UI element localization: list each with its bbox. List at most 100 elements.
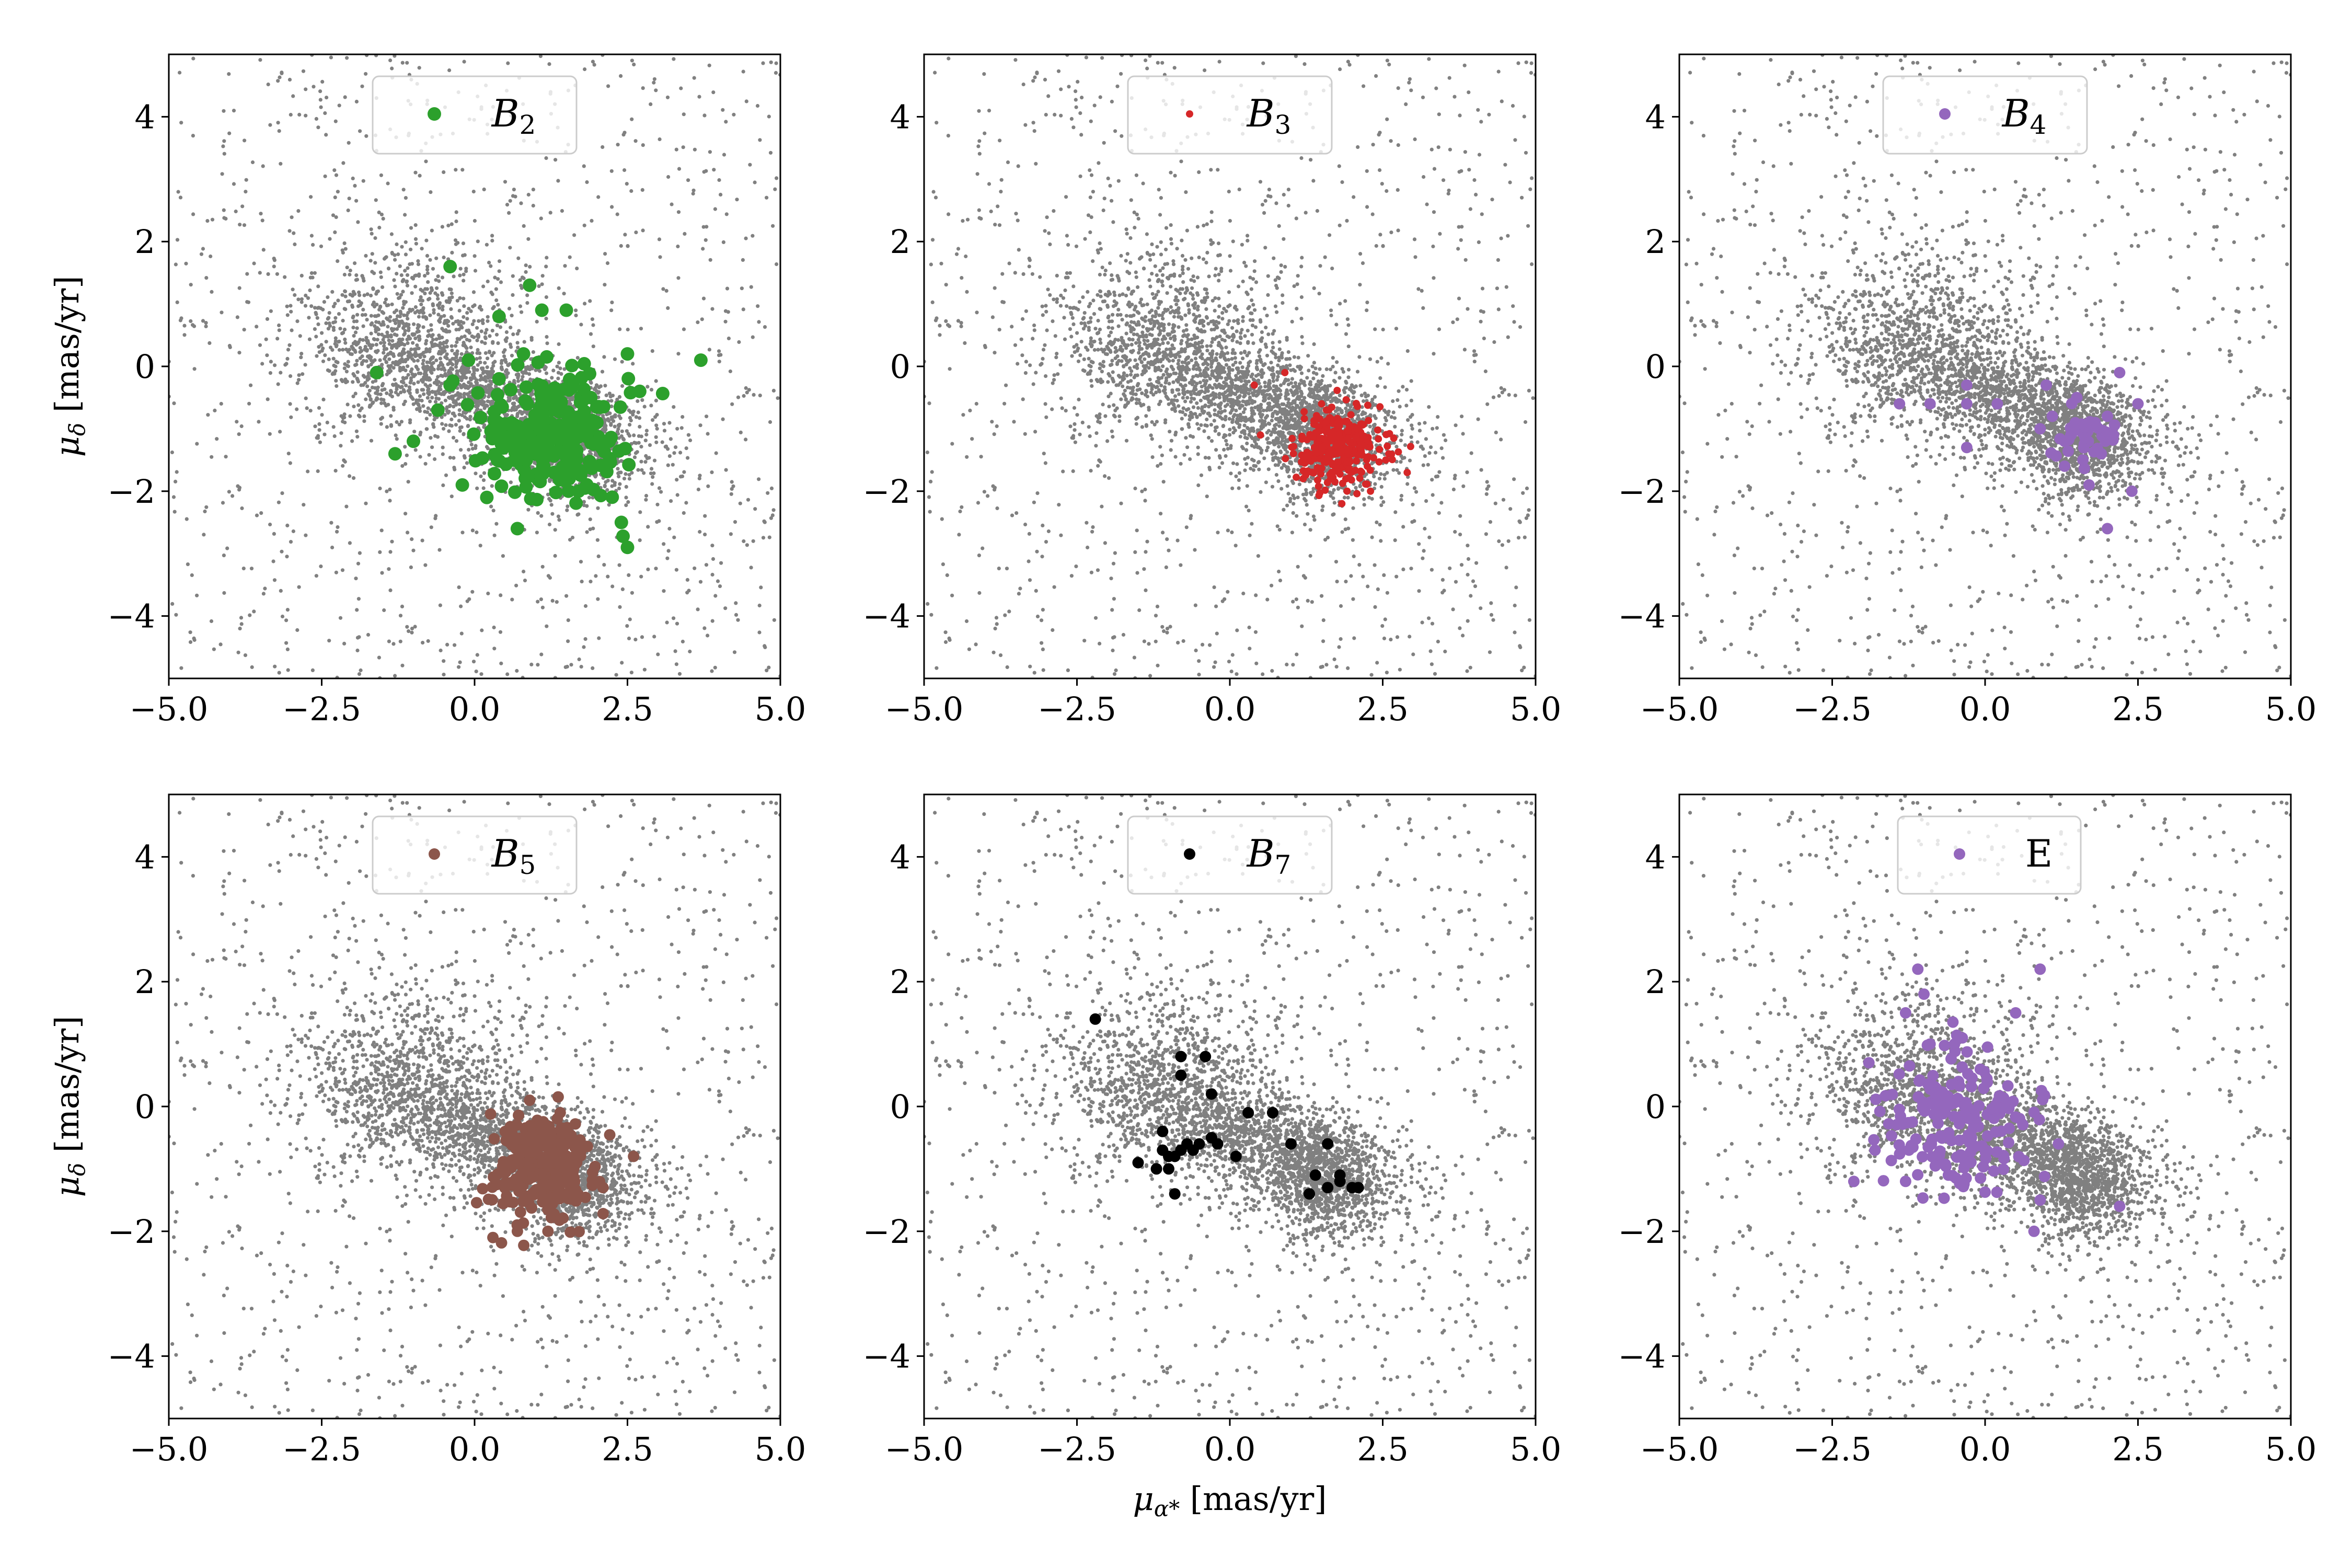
background-point <box>365 384 370 388</box>
background-point <box>392 327 396 331</box>
background-point <box>565 508 569 512</box>
background-point <box>454 168 458 172</box>
background-point <box>449 344 454 348</box>
background-point <box>703 514 707 518</box>
background-point <box>544 156 548 160</box>
background-point <box>431 338 435 342</box>
background-point <box>1447 188 1451 192</box>
background-point <box>383 301 387 305</box>
background-point <box>402 313 406 317</box>
background-point <box>1493 501 1497 505</box>
background-point <box>315 316 319 320</box>
background-point <box>991 650 996 654</box>
background-point <box>259 511 263 515</box>
background-point <box>624 485 628 489</box>
background-point <box>345 402 350 407</box>
background-point <box>1202 257 1206 261</box>
background-point <box>679 86 683 90</box>
background-point <box>365 292 370 296</box>
background-point <box>469 443 474 447</box>
background-point <box>391 361 395 365</box>
background-point <box>353 183 357 188</box>
background-point <box>658 255 662 259</box>
background-point <box>317 422 321 426</box>
background-point <box>421 641 425 645</box>
background-point <box>199 252 204 256</box>
background-point <box>1107 476 1111 480</box>
background-point <box>486 319 490 323</box>
background-point <box>748 163 752 167</box>
background-point <box>1213 660 1217 664</box>
background-point <box>745 390 749 395</box>
background-point <box>1340 180 1344 185</box>
background-point <box>333 119 338 123</box>
background-point <box>609 404 614 409</box>
background-point <box>744 386 748 390</box>
background-point <box>397 353 401 357</box>
background-point <box>724 120 728 124</box>
background-point <box>757 320 761 324</box>
background-point <box>285 313 290 317</box>
background-point <box>354 362 359 367</box>
background-point <box>413 336 418 341</box>
background-point <box>1135 571 1139 575</box>
background-point <box>993 286 997 290</box>
background-point <box>662 422 666 426</box>
background-point <box>363 375 367 379</box>
background-point <box>329 345 333 350</box>
background-point <box>268 123 272 127</box>
background-point <box>548 499 552 503</box>
background-point <box>232 109 236 113</box>
highlight-point <box>519 380 533 394</box>
background-point <box>1345 317 1350 321</box>
background-point <box>520 286 524 290</box>
background-point <box>697 476 701 481</box>
background-point <box>341 464 345 468</box>
background-point <box>724 468 728 472</box>
highlight-point <box>522 418 536 432</box>
background-point <box>540 282 544 286</box>
background-point <box>509 326 513 330</box>
background-point <box>429 328 433 332</box>
background-point <box>237 286 241 290</box>
background-point <box>277 323 281 328</box>
background-point <box>551 368 556 373</box>
background-point <box>1411 652 1415 656</box>
background-point <box>220 310 224 315</box>
background-point <box>626 500 630 504</box>
background-point <box>605 488 609 492</box>
background-point <box>279 589 283 593</box>
background-point <box>737 340 741 344</box>
background-point <box>464 371 468 375</box>
background-point <box>1154 639 1158 643</box>
background-point <box>1102 141 1106 145</box>
background-point <box>405 453 409 457</box>
background-point <box>240 204 245 209</box>
background-point <box>371 400 375 405</box>
background-point <box>977 554 981 558</box>
background-point <box>1291 663 1295 667</box>
background-point <box>1175 538 1180 543</box>
background-point <box>475 368 479 372</box>
background-point <box>704 238 708 242</box>
background-point <box>327 321 331 326</box>
background-point <box>421 362 425 366</box>
background-point <box>222 591 226 595</box>
background-point <box>338 616 343 620</box>
highlight-point <box>533 414 547 429</box>
background-point <box>1520 668 1524 673</box>
background-point <box>461 241 466 246</box>
background-point <box>1116 179 1121 183</box>
background-point <box>351 290 355 294</box>
background-point <box>319 105 323 109</box>
background-point <box>389 424 394 428</box>
background-point <box>664 289 668 293</box>
background-point <box>428 360 432 364</box>
background-point <box>1169 170 1173 175</box>
background-point <box>337 312 341 316</box>
background-point <box>346 360 350 364</box>
background-point <box>568 402 572 406</box>
background-point <box>210 217 215 222</box>
background-point <box>413 170 418 175</box>
